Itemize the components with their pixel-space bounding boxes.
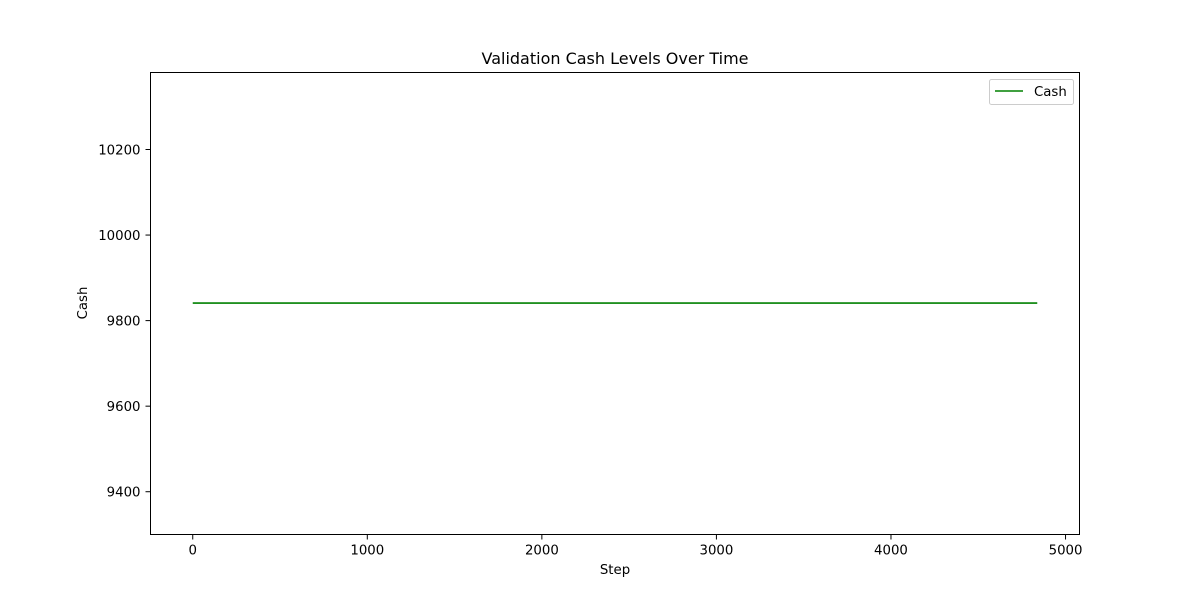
legend-box — [989, 79, 1074, 105]
x-tick-label: 5000 — [1049, 544, 1083, 559]
y-axis-label: Cash — [76, 287, 91, 320]
y-tick-label: 9800 — [107, 315, 141, 330]
x-tick-label: 1000 — [350, 544, 384, 559]
y-tick-label: 9400 — [107, 486, 141, 501]
x-tick-label: 0 — [189, 544, 197, 559]
legend: Cash — [989, 79, 1074, 105]
x-axis-label: Step — [600, 563, 630, 578]
y-axis-ticks: 9400 9600 9800 10000 10200 — [98, 144, 151, 501]
x-tick-label: 4000 — [874, 544, 908, 559]
x-tick-label: 3000 — [699, 544, 733, 559]
y-tick-label: 10000 — [98, 229, 140, 244]
x-axis-ticks: 0 1000 2000 3000 4000 5000 — [189, 534, 1083, 559]
y-tick-label: 10200 — [98, 144, 140, 159]
x-tick-label: 2000 — [525, 544, 559, 559]
chart-title: Validation Cash Levels Over Time — [481, 49, 748, 68]
plot-area — [150, 72, 1080, 535]
y-tick-label: 9600 — [107, 400, 141, 415]
legend-label-cash: Cash — [1034, 85, 1067, 100]
